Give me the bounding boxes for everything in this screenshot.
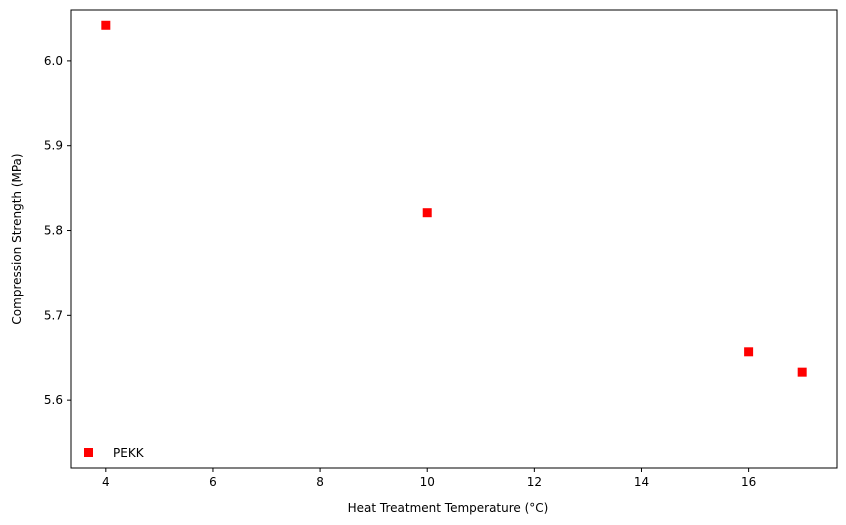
data-point xyxy=(744,347,754,357)
legend-label-pekk: PEKK xyxy=(113,446,145,460)
legend-marker-pekk xyxy=(84,448,93,457)
y-tick-label: 5.7 xyxy=(44,308,63,322)
x-tick-label: 6 xyxy=(209,475,217,489)
x-axis-label: Heat Treatment Temperature (°C) xyxy=(348,501,549,515)
y-axis-label: Compression Strength (MPa) xyxy=(10,153,24,324)
y-tick-label: 6.0 xyxy=(44,54,63,68)
x-tick-label: 8 xyxy=(316,475,324,489)
x-axis: 4 6 8 10 12 14 16 xyxy=(102,468,756,489)
legend: PEKK xyxy=(84,446,145,460)
y-tick-label: 5.8 xyxy=(44,224,63,238)
x-tick-label: 16 xyxy=(741,475,756,489)
x-tick-label: 10 xyxy=(420,475,435,489)
x-tick-label: 12 xyxy=(527,475,542,489)
x-tick-label: 14 xyxy=(634,475,649,489)
y-axis: 5.6 5.7 5.8 5.9 6.0 xyxy=(44,54,71,407)
x-tick-label: 4 xyxy=(102,475,110,489)
y-tick-label: 5.6 xyxy=(44,393,63,407)
plot-area xyxy=(101,20,807,377)
y-tick-label: 5.9 xyxy=(44,139,63,153)
data-point xyxy=(797,367,807,377)
data-point xyxy=(422,208,432,218)
plot-frame xyxy=(70,9,838,469)
data-point xyxy=(101,20,111,30)
